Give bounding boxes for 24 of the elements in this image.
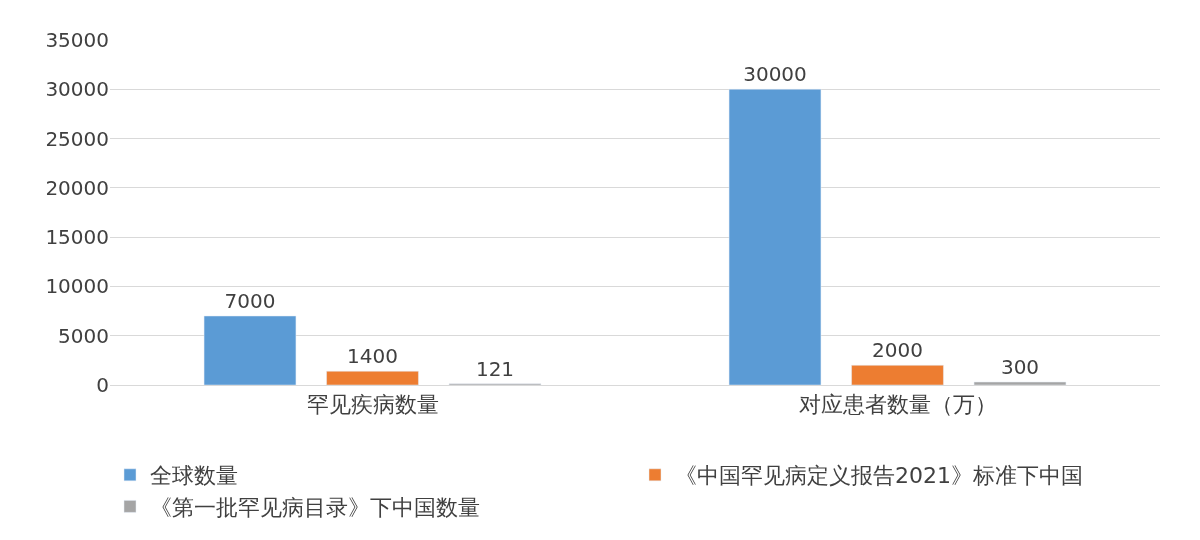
bar bbox=[203, 315, 297, 385]
y-tick-label: 0 bbox=[96, 373, 109, 397]
y-tick-label: 5000 bbox=[58, 323, 109, 348]
legend-label: 《第一批罕见病目录》下中国数量 bbox=[150, 494, 480, 520]
data-label: 121 bbox=[475, 356, 515, 381]
bar bbox=[728, 89, 822, 385]
data-label: 2000 bbox=[872, 338, 923, 363]
y-tick-label: 20000 bbox=[45, 175, 109, 200]
legend-label: 全球数量 bbox=[150, 463, 238, 489]
y-tick-label: 15000 bbox=[45, 225, 109, 250]
data-label: 7000 bbox=[224, 289, 276, 313]
y-tick-label: 25000 bbox=[45, 126, 109, 151]
legend-label: 《中国罕见病定义报告2021》标准下中国 bbox=[675, 463, 1083, 489]
data-label: 30000 bbox=[743, 62, 807, 87]
bar bbox=[851, 365, 944, 385]
bar bbox=[326, 370, 419, 385]
data-label: 1400 bbox=[347, 344, 398, 369]
y-tick-label: 35000 bbox=[45, 28, 109, 52]
x-tick-label: 对应患者数量（万） bbox=[798, 392, 997, 418]
bar bbox=[973, 381, 1067, 385]
x-tick-label: 罕见疾病数量 bbox=[306, 392, 439, 418]
data-label: 300 bbox=[1000, 355, 1040, 380]
y-tick-label: 30000 bbox=[45, 77, 109, 102]
y-tick-label: 10000 bbox=[45, 274, 109, 299]
